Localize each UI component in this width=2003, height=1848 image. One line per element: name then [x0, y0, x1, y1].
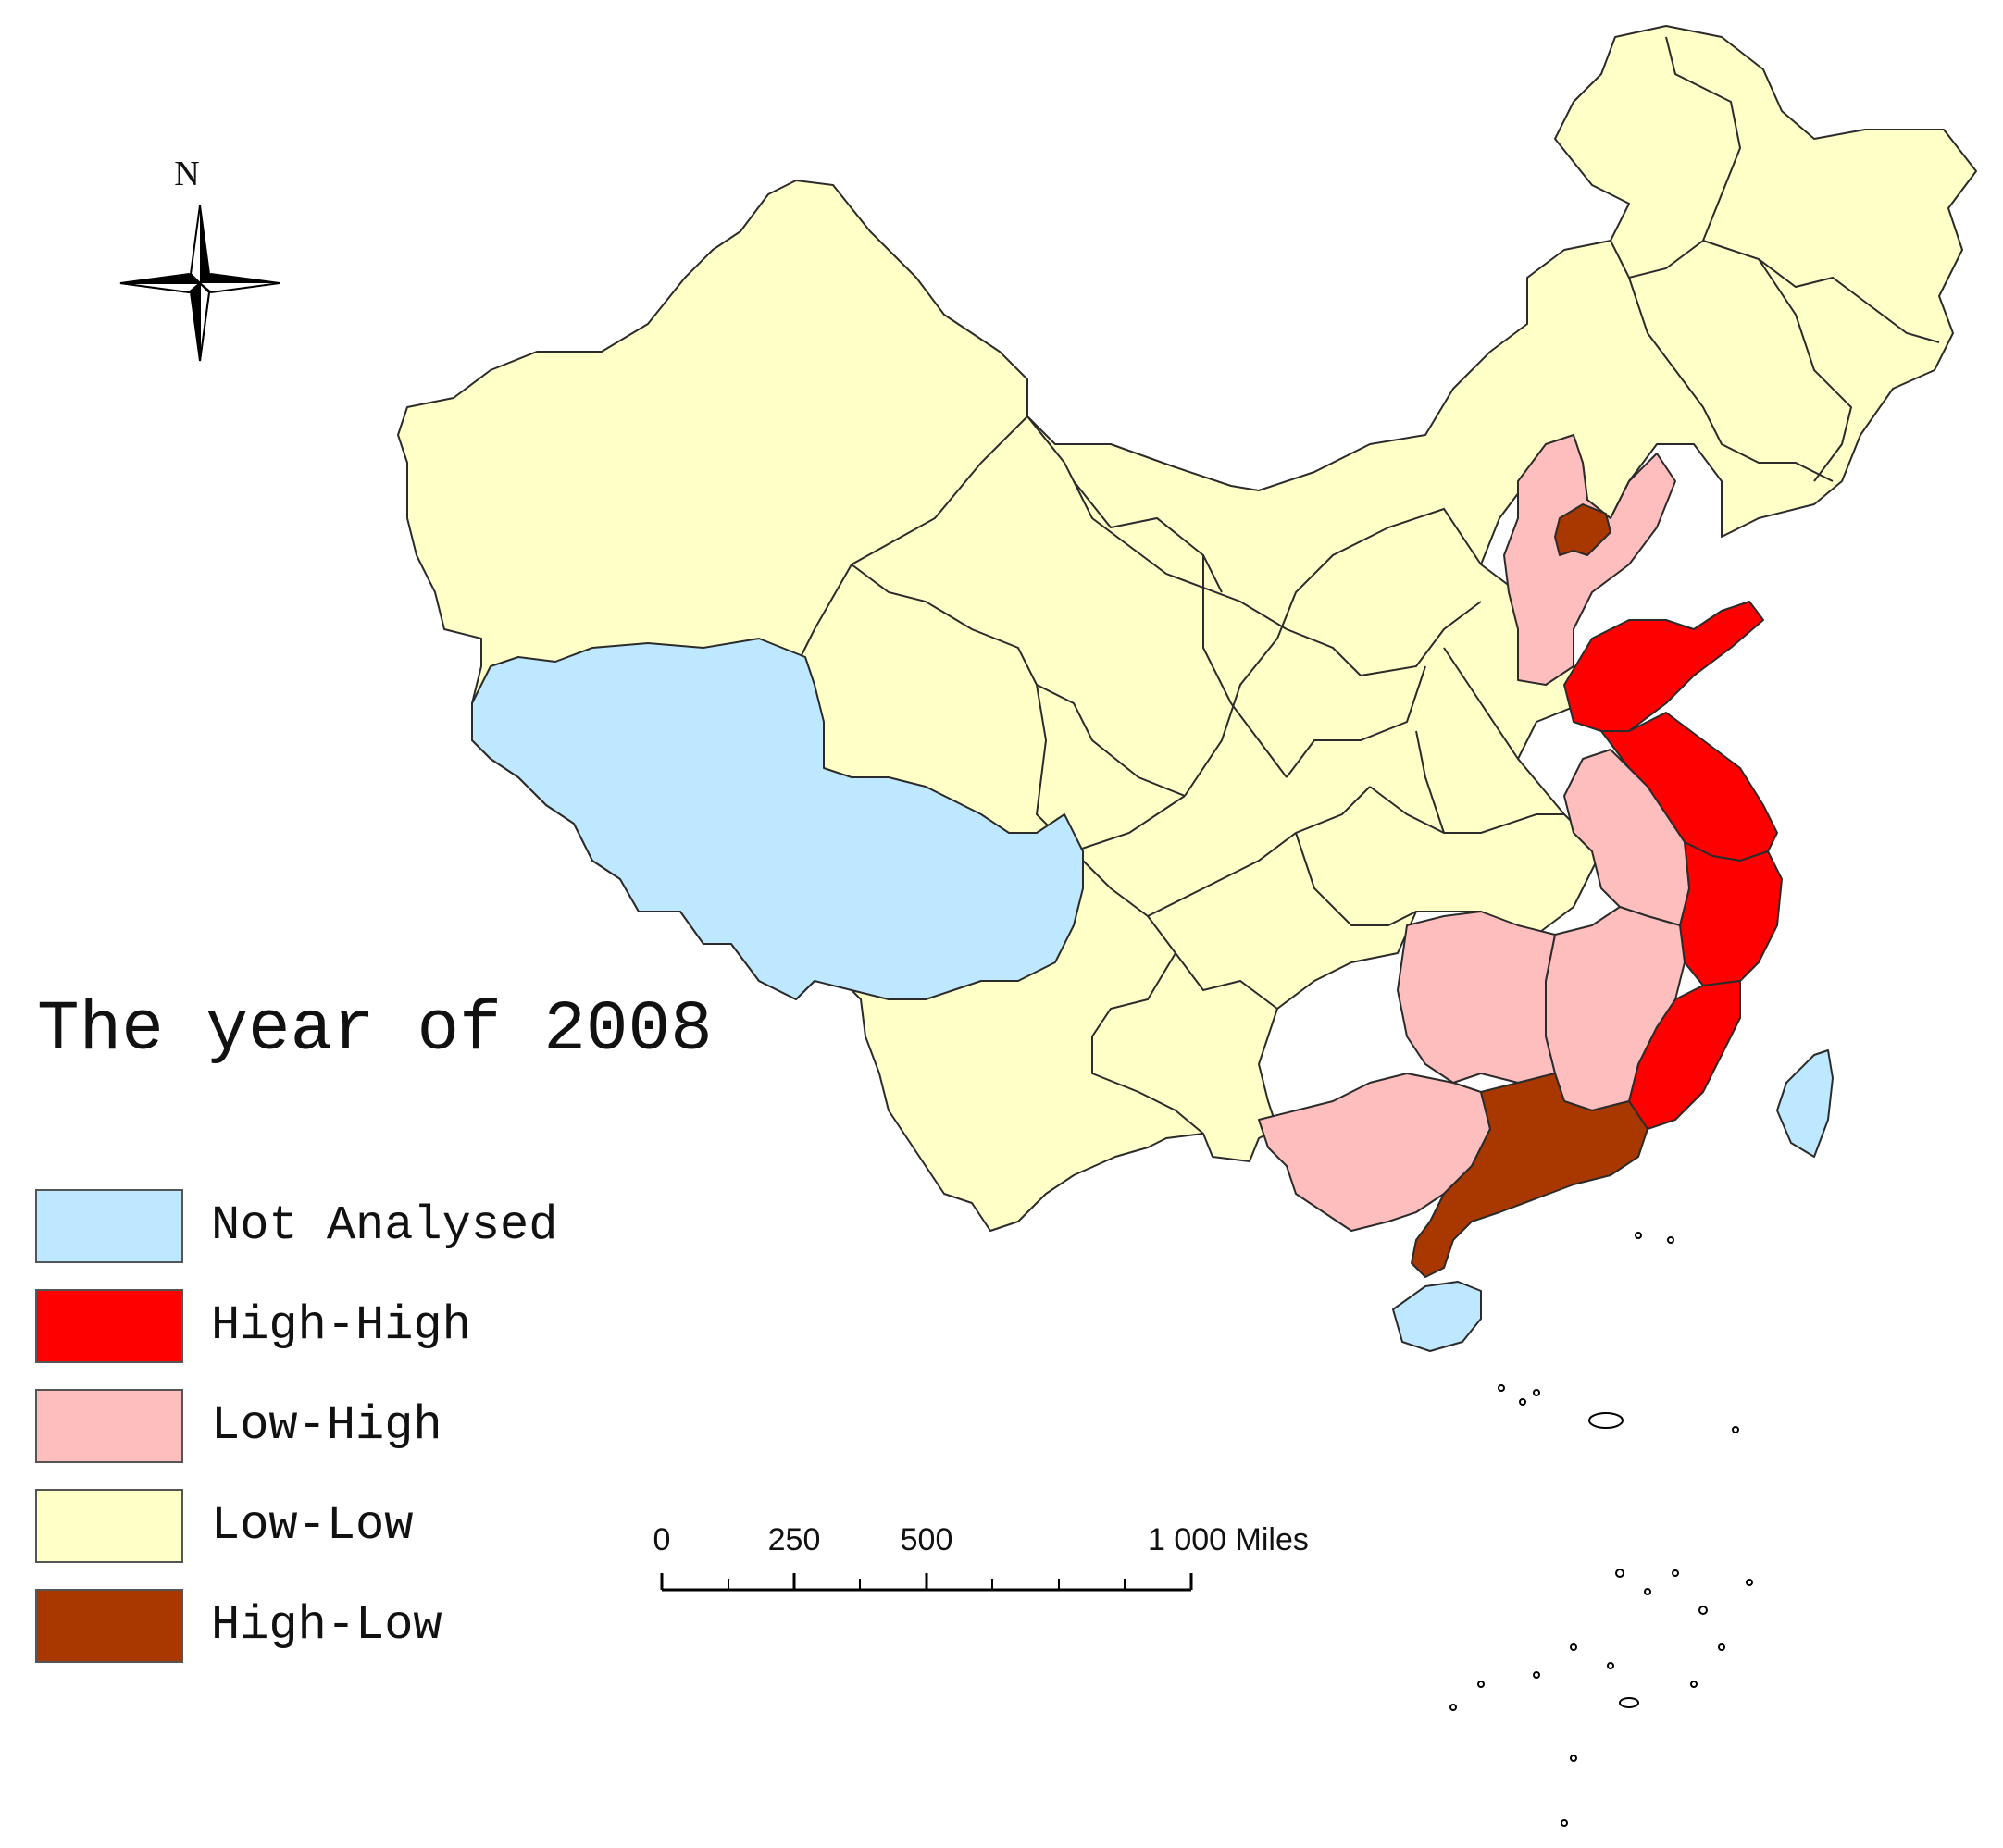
legend-label: Low-Low	[211, 1498, 414, 1553]
north-label: N	[174, 155, 199, 193]
legend-label: High-Low	[211, 1598, 442, 1653]
islands	[1449, 1232, 1753, 1827]
legend-swatch	[35, 1289, 183, 1363]
legend-swatch	[35, 1189, 183, 1263]
map-title: The year of 2008	[37, 990, 713, 1070]
scale-tick-500: 500	[901, 1522, 953, 1557]
legend-swatch	[35, 1489, 183, 1563]
region-high-high-shandong	[1563, 601, 1764, 732]
scale-bar: 0 250 500 1 000 Miles	[653, 1522, 1309, 1592]
region-high-low-beijing	[1554, 503, 1611, 556]
scale-tick-250: 250	[768, 1522, 821, 1557]
region-high-low-guangdong	[1411, 1073, 1648, 1278]
north-arrow-icon: N	[119, 155, 280, 362]
legend-swatch	[35, 1589, 183, 1663]
legend-label: Low-High	[211, 1398, 442, 1453]
legend-label: High-High	[211, 1298, 471, 1353]
region-not-analysed-hainan	[1392, 1281, 1482, 1352]
scale-tick-1000-miles: 1 000 Miles	[1148, 1522, 1309, 1557]
scale-tick-0: 0	[653, 1522, 671, 1557]
legend-swatch	[35, 1389, 183, 1463]
region-low-high-hunan	[1397, 911, 1556, 1084]
region-not-analysed-tibet	[471, 638, 1084, 1000]
province-borders	[795, 36, 1940, 1135]
region-high-high-zhejiang	[1679, 841, 1783, 986]
legend-label: Not Analysed	[211, 1198, 558, 1253]
region-not-analysed-taiwan	[1776, 1049, 1834, 1158]
region-low-high-hebei	[1503, 434, 1676, 686]
